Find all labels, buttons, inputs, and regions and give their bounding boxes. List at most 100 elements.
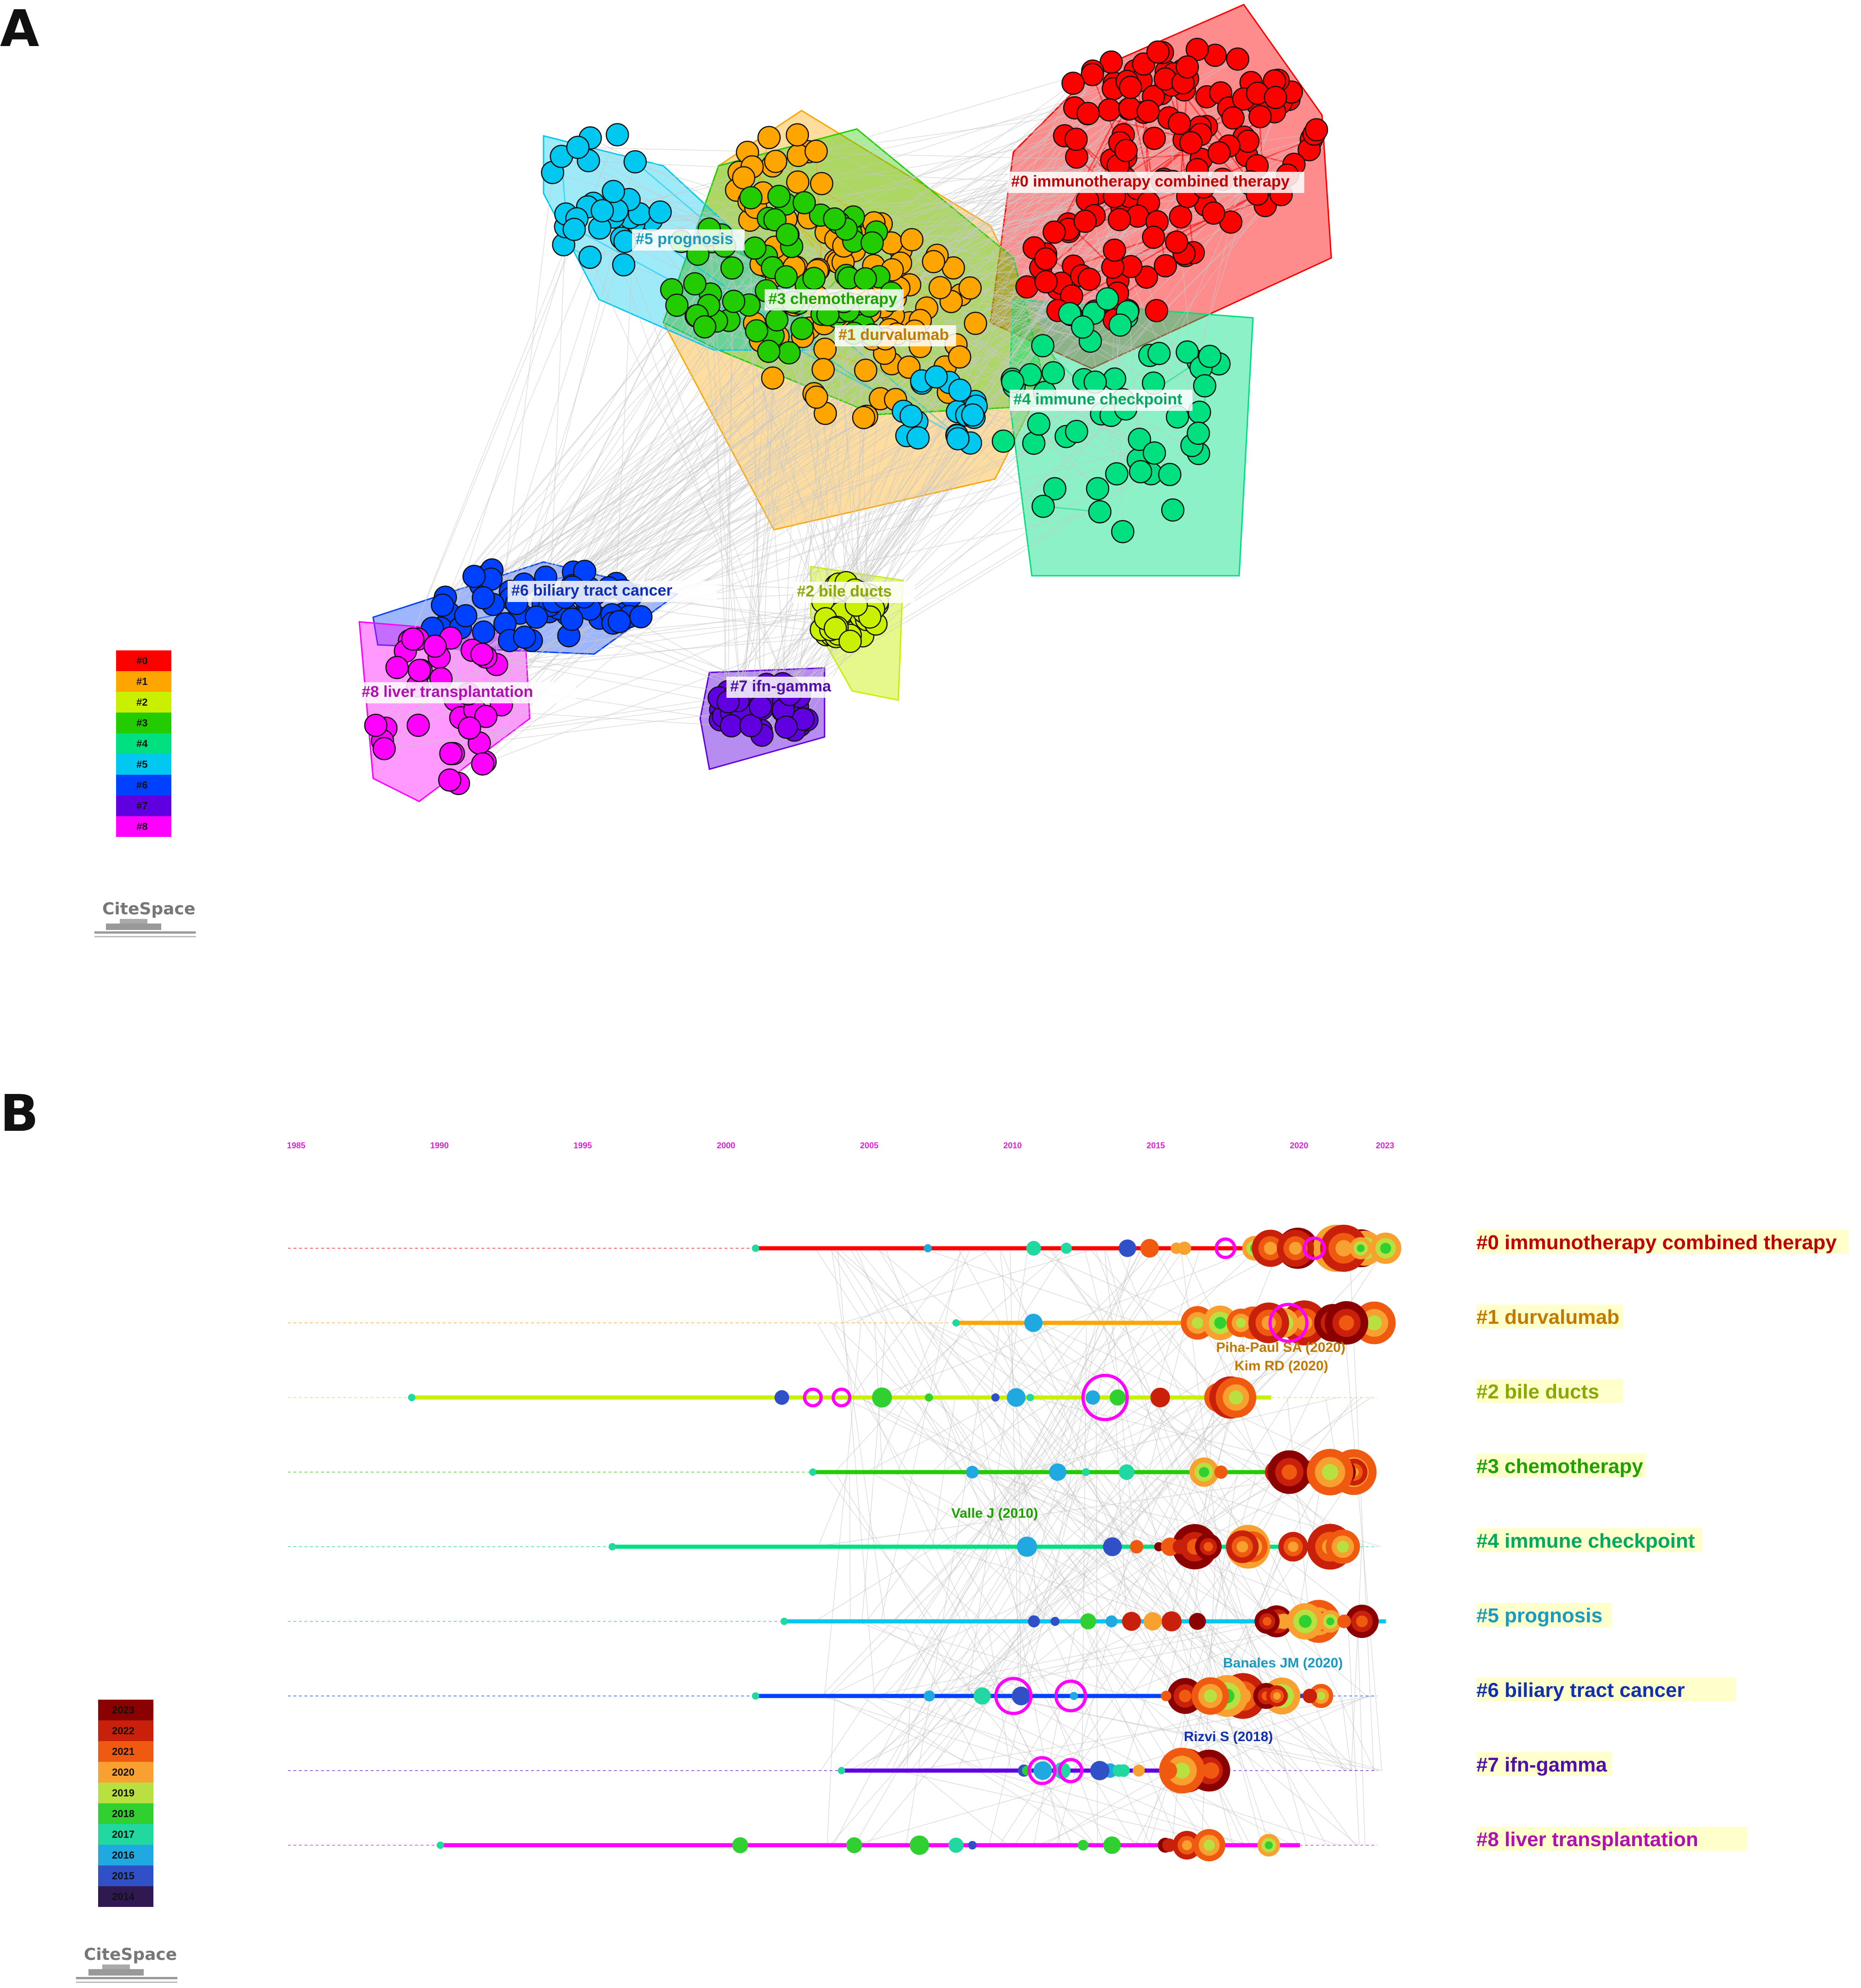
network-link (750, 198, 788, 708)
timeline-node (1105, 1615, 1118, 1628)
legend-swatch (116, 713, 171, 733)
node-cluster-4 (1129, 460, 1153, 484)
timeline-node (1012, 1686, 1030, 1706)
timeline-node (924, 1690, 935, 1702)
timeline-link (1351, 1546, 1362, 1771)
node-cluster-4 (1142, 441, 1166, 465)
network-link (611, 267, 1113, 615)
timeline-link (892, 1472, 1308, 1696)
timeline-link (1078, 1546, 1347, 1771)
node-cluster-4 (1001, 370, 1024, 393)
node-cluster-1 (948, 345, 971, 369)
network-link (384, 697, 771, 749)
node-cluster-0 (1076, 102, 1100, 125)
node-cluster-7 (774, 715, 798, 739)
network-link (696, 316, 869, 620)
network-link (782, 328, 802, 684)
node-cluster-3 (765, 308, 789, 332)
citespace-logo-text: CiteSpace (84, 1945, 177, 1964)
timeline-link (1074, 1397, 1355, 1771)
timeline-node (1214, 1465, 1228, 1479)
timeline-start-node (780, 1618, 788, 1625)
network-link (441, 626, 867, 679)
node-cluster-4 (1103, 367, 1126, 391)
node-cluster-3 (683, 272, 707, 296)
timeline-node (1033, 1761, 1052, 1780)
node-cluster-1 (785, 123, 809, 147)
network-link (873, 71, 1093, 609)
burst-node (1302, 1236, 1326, 1260)
timeline-label-bg (1476, 1827, 1747, 1851)
cluster-label-bg (726, 677, 839, 698)
reference-label: Banales JM (2020) (1223, 1655, 1343, 1671)
timeline-node (1160, 1690, 1171, 1701)
citespace-logo-text: CiteSpace (102, 900, 195, 918)
node-cluster-5 (899, 404, 923, 428)
cluster-label-bg (358, 682, 576, 703)
node-cluster-5 (961, 403, 984, 427)
network-link (445, 138, 1312, 598)
node-cluster-8 (408, 659, 431, 682)
timeline-link (921, 1248, 1140, 1323)
node-cluster-0 (1107, 208, 1131, 231)
node-cluster-2 (824, 617, 847, 640)
timeline-node-core (1337, 1540, 1349, 1553)
timeline-node (1170, 1242, 1182, 1254)
node-cluster-8 (372, 737, 396, 760)
timeline-link (830, 1248, 963, 1473)
node-cluster-0 (1236, 129, 1260, 153)
year-swatch (98, 1886, 153, 1907)
timeline-start-node (837, 1767, 845, 1774)
panel-a-letter: A (0, 0, 39, 58)
timeline-label-8: #8 liver transplantation (1476, 1828, 1698, 1851)
node-cluster-4 (1088, 500, 1112, 524)
node-cluster-0 (1176, 55, 1199, 79)
cluster-label-3: #3 chemotherapy (768, 290, 897, 308)
node-cluster-4 (1193, 374, 1217, 398)
cluster-label-bg (835, 325, 956, 346)
node-cluster-4 (1176, 340, 1199, 364)
network-link (496, 609, 868, 665)
node-cluster-1 (958, 276, 982, 300)
node-cluster-4 (1027, 412, 1051, 436)
year-label: 2014 (112, 1891, 135, 1902)
year-swatch (98, 1824, 153, 1845)
network-link (827, 49, 1198, 600)
timeline-link (855, 1248, 994, 1323)
timeline-label-3: #3 chemotherapy (1476, 1455, 1643, 1478)
network-link (482, 629, 831, 765)
node-cluster-5 (566, 135, 590, 159)
timeline-link (1347, 1621, 1360, 1846)
network-link (384, 696, 735, 749)
node-cluster-4 (1108, 313, 1132, 337)
legend-swatch (116, 692, 171, 713)
timeline-node (1103, 1836, 1121, 1854)
node-cluster-0 (1042, 220, 1066, 244)
year-swatch (98, 1762, 153, 1783)
timeline-link (821, 1472, 1036, 1696)
cluster-label-7: #7 ifn-gamma (730, 678, 831, 695)
node-cluster-0 (1015, 275, 1039, 299)
legend-swatch (116, 671, 171, 692)
timeline-node (1118, 1239, 1136, 1257)
timeline-link (1056, 1322, 1187, 1846)
legend-swatch (116, 775, 171, 795)
network-link (549, 165, 1118, 606)
node-cluster-8 (438, 768, 462, 792)
cluster-label-bg (508, 581, 717, 602)
node-cluster-5 (562, 217, 586, 241)
year-label: 2016 (112, 1849, 135, 1861)
timeline-link (1018, 1472, 1021, 1696)
timeline-node-core (1296, 1315, 1312, 1331)
timeline-link (1172, 1696, 1358, 1846)
network-link (609, 382, 950, 588)
year-label: 2019 (112, 1787, 135, 1799)
network-link (479, 590, 855, 743)
timeline-node (1017, 1537, 1037, 1557)
node-cluster-3 (802, 267, 826, 290)
node-cluster-0 (1179, 131, 1203, 155)
network-link (870, 188, 1138, 613)
timeline-node (1129, 1540, 1144, 1554)
cluster-label-0: #0 immunotherapy combined therapy (1011, 173, 1290, 190)
node-cluster-4 (1095, 287, 1119, 311)
